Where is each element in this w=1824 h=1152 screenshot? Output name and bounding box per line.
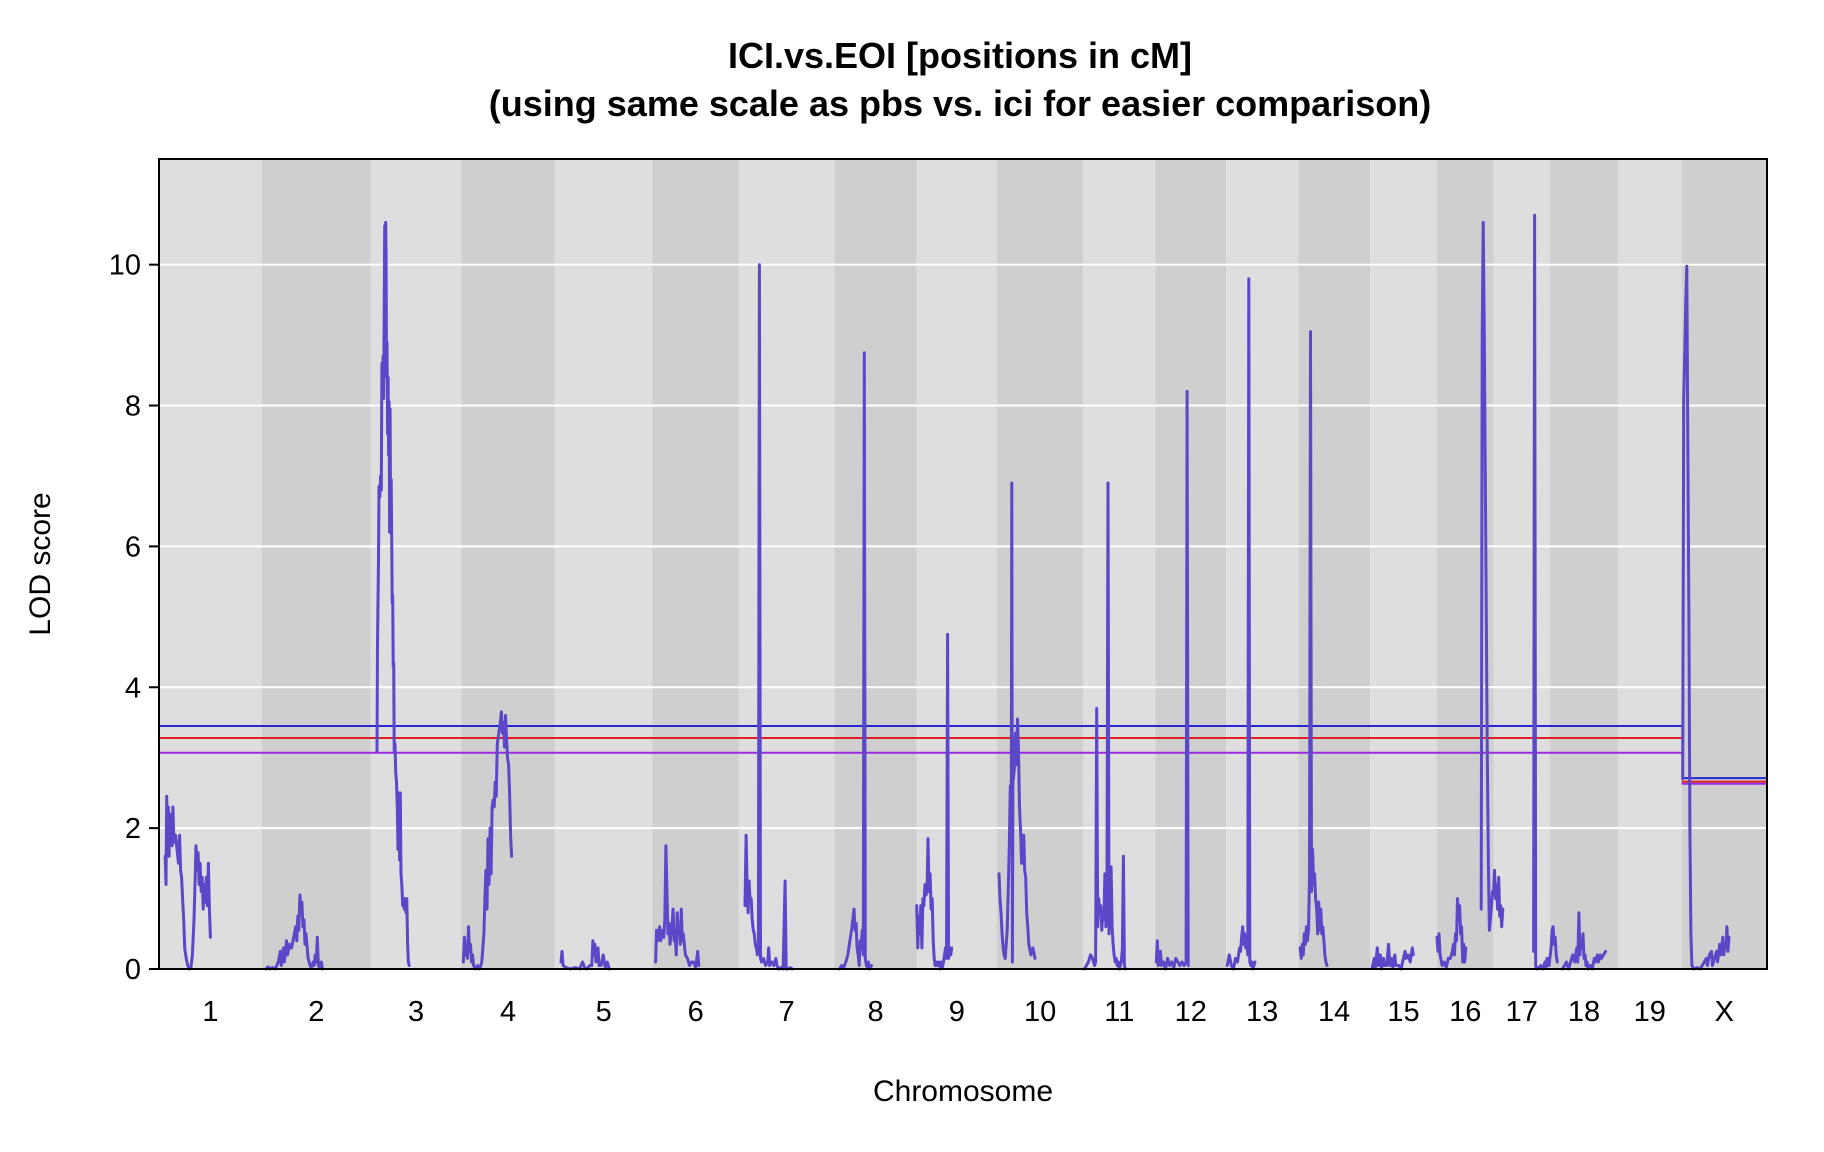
chromosome-band-8	[834, 159, 917, 969]
y-tick-label-10: 10	[109, 250, 141, 282]
y-axis-label: LOD score	[24, 492, 57, 635]
chromosome-band-18	[1550, 159, 1618, 969]
lod-line-chr-17	[1479, 220, 1505, 932]
chromosome-band-4	[461, 159, 555, 969]
x-tick-label-chr-3: 3	[408, 996, 424, 1028]
chromosome-band-12	[1155, 159, 1227, 969]
x-tick-label-chr-2: 2	[308, 996, 324, 1028]
x-tick-label-chr-10: 10	[1024, 996, 1056, 1028]
x-tick-label-chr-15: 15	[1387, 996, 1419, 1028]
lod-line-chr-14	[1298, 330, 1329, 967]
x-tick-label-chr-8: 8	[868, 996, 884, 1028]
lod-line-chr-16	[1435, 897, 1468, 970]
x-tick-label-chr-12: 12	[1175, 996, 1207, 1028]
lod-line-chr-10	[997, 481, 1037, 964]
x-axis-label: Chromosome	[873, 1075, 1053, 1108]
lod-line-chr-2	[264, 893, 324, 971]
lod-line-chr-4	[461, 710, 514, 971]
chromosome-band-1	[159, 159, 262, 969]
lod-line-chr-1	[163, 794, 212, 971]
x-tick-label-chr-16: 16	[1449, 996, 1481, 1028]
x-tick-label-chr-1: 1	[202, 996, 218, 1028]
chromosome-band-2	[261, 159, 371, 969]
x-tick-label-chr-19: 19	[1634, 996, 1666, 1028]
lod-line-chr-8	[838, 351, 873, 971]
x-tick-label-chr-13: 13	[1246, 996, 1278, 1028]
chart-title-line-1: ICI.vs.EOI [positions in cM]	[728, 35, 1192, 76]
x-tick-label-chr-6: 6	[688, 996, 704, 1028]
lod-line-chr-x	[1681, 264, 1731, 971]
threshold-lines	[159, 725, 1767, 785]
x-axis-ticks: 1 2 3 4 5 6 7 8 9 10 11 12 13 14 15 16 17 18 19 X	[202, 996, 1734, 1028]
plot-frame	[158, 158, 1768, 970]
chromosome-band-17	[1493, 159, 1551, 969]
x-tick-label-chr-14: 14	[1318, 996, 1350, 1028]
y-tick-label-6: 6	[125, 531, 141, 563]
lod-line-chr-3	[375, 220, 411, 967]
y-tick-label-2: 2	[125, 813, 141, 845]
chart-title-line-2: (using same scale as pbs vs. ici for eas…	[489, 83, 1431, 124]
chromosome-band-6	[652, 159, 739, 969]
x-tick-label-chr-7: 7	[779, 996, 795, 1028]
x-tick-label-chr-18: 18	[1568, 996, 1600, 1028]
gridlines	[159, 263, 1767, 830]
lod-line-chr-12	[1154, 389, 1190, 971]
chromosome-band-11	[1083, 159, 1156, 969]
chromosome-band-x	[1681, 159, 1767, 969]
lod-line-chr-9	[915, 632, 954, 971]
y-tick-label-8: 8	[125, 391, 141, 423]
y-tick-label-0: 0	[125, 954, 141, 986]
y-tick-label-4: 4	[125, 672, 141, 704]
lod-line-chr-15	[1370, 942, 1415, 971]
x-tick-label-chr-5: 5	[596, 996, 612, 1028]
lod-line-chr-13	[1225, 277, 1257, 971]
lod-line-chr-6	[654, 844, 701, 970]
chromosome-band-15	[1370, 159, 1437, 969]
x-tick-label-chr-11: 11	[1104, 996, 1134, 1028]
chromosome-band-5	[554, 159, 653, 969]
chromosome-bands	[159, 159, 1767, 969]
x-tick-label-chr-x: X	[1715, 996, 1734, 1028]
lod-line-chr-19	[1560, 911, 1608, 971]
chromosome-band-7	[738, 159, 835, 969]
x-tick-label-chr-9: 9	[949, 996, 965, 1028]
chromosome-band-9	[916, 159, 997, 969]
x-tick-label-chr-17: 17	[1506, 996, 1538, 1028]
chromosome-band-13	[1226, 159, 1299, 969]
chromosome-band-19	[1617, 159, 1682, 969]
x-tick-label-chr-4: 4	[500, 996, 516, 1028]
y-axis-ticks: 0 2 4 6 8 10	[109, 250, 159, 986]
